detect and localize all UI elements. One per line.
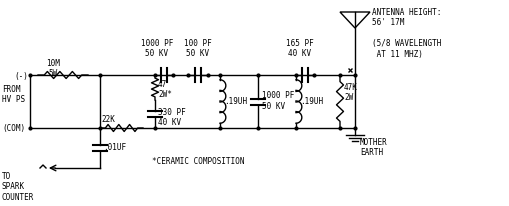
Text: 1000 PF
50 KV: 1000 PF 50 KV xyxy=(140,39,173,58)
Text: 47K
2W: 47K 2W xyxy=(344,83,357,102)
Text: (-): (-) xyxy=(14,71,28,81)
Text: TO
SPARK
COUNTER: TO SPARK COUNTER xyxy=(2,172,34,202)
Text: 1000 PF
50 KV: 1000 PF 50 KV xyxy=(262,91,294,111)
Text: FROM
HV PS: FROM HV PS xyxy=(2,85,25,104)
Text: 165 PF
40 KV: 165 PF 40 KV xyxy=(286,39,313,58)
Text: 330 PF
40 KV: 330 PF 40 KV xyxy=(158,108,185,127)
Text: ANTENNA HEIGHT:
56' 17M

(5/8 WAVELENGTH
 AT 11 MHZ): ANTENNA HEIGHT: 56' 17M (5/8 WAVELENGTH … xyxy=(371,8,440,59)
Text: (COM): (COM) xyxy=(2,124,25,133)
Text: 47
2W*: 47 2W* xyxy=(158,80,172,99)
Text: .01UF: .01UF xyxy=(103,144,126,152)
Text: *CERAMIC COMPOSITION: *CERAMIC COMPOSITION xyxy=(152,157,244,166)
Text: .19UH: .19UH xyxy=(299,96,323,105)
Text: 100 PF
50 KV: 100 PF 50 KV xyxy=(184,39,211,58)
Text: 10M
5W: 10M 5W xyxy=(46,59,60,78)
Text: 22K: 22K xyxy=(101,115,115,124)
Text: .19UH: .19UH xyxy=(223,96,247,105)
Text: MOTHER
EARTH: MOTHER EARTH xyxy=(359,138,387,157)
